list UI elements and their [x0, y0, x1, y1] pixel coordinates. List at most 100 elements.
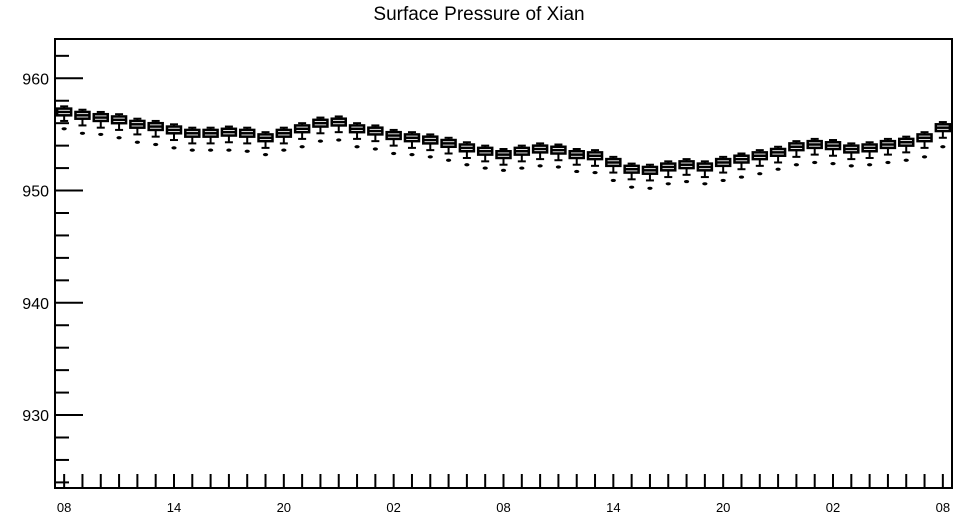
- box-outlier: [226, 148, 232, 152]
- box: [733, 152, 750, 179]
- plot-frame: [54, 38, 953, 489]
- y-tick-label: 950: [22, 184, 49, 201]
- box: [550, 143, 567, 169]
- chart-title: Surface Pressure of Xian: [373, 4, 585, 25]
- box-outlier: [885, 160, 891, 165]
- box: [165, 123, 183, 150]
- box: [714, 155, 732, 183]
- box: [513, 144, 531, 170]
- box: [275, 126, 293, 152]
- box-outlier: [262, 153, 269, 157]
- box-outlier: [793, 163, 799, 167]
- box-outlier: [317, 139, 324, 143]
- box: [934, 121, 952, 149]
- box: [74, 108, 91, 135]
- x-tick-label: 20: [277, 500, 291, 515]
- x-tick-label: 14: [167, 500, 181, 515]
- x-tick-label: 02: [826, 500, 840, 515]
- x-tick-label: 14: [606, 500, 620, 515]
- box: [751, 149, 769, 176]
- box: [824, 139, 842, 166]
- box-outlier: [592, 170, 598, 175]
- box-outlier: [299, 145, 305, 149]
- box: [495, 148, 512, 172]
- box-outlier: [116, 136, 122, 140]
- box-outlier: [738, 175, 745, 179]
- box: [476, 144, 494, 170]
- box-outlier: [61, 127, 67, 131]
- box: [843, 142, 860, 168]
- box-outlier: [610, 178, 616, 183]
- box: [568, 148, 585, 174]
- box: [769, 145, 787, 171]
- box: [110, 113, 128, 140]
- box: [879, 137, 897, 165]
- box-outlier: [281, 148, 287, 152]
- box-outlier: [336, 138, 342, 142]
- box: [861, 141, 878, 167]
- box: [257, 131, 274, 157]
- box-outlier: [189, 148, 195, 152]
- box-outlier: [500, 168, 507, 172]
- box: [129, 117, 146, 144]
- box: [806, 137, 823, 165]
- x-tick-label: 08: [936, 500, 950, 515]
- box-outlier: [665, 182, 671, 186]
- box-outlier: [720, 178, 726, 183]
- box: [312, 116, 329, 143]
- box: [367, 124, 384, 151]
- box-outlier: [903, 158, 909, 162]
- box: [605, 155, 622, 183]
- box-outlier: [702, 182, 708, 186]
- x-tick-label: 20: [716, 500, 730, 515]
- box: [403, 131, 421, 157]
- box: [623, 162, 640, 189]
- box: [458, 141, 476, 167]
- box-outlier: [427, 155, 433, 159]
- box: [422, 133, 439, 159]
- box-outlier: [830, 161, 836, 166]
- y-axis: 930 940 950 960: [22, 54, 83, 484]
- x-tick-label: 02: [386, 500, 400, 515]
- box-series: [55, 105, 952, 190]
- box-outlier: [629, 185, 635, 189]
- box: [55, 105, 73, 131]
- box-outlier: [409, 153, 415, 157]
- box: [641, 163, 659, 190]
- box: [202, 126, 219, 152]
- box-outlier: [537, 164, 543, 168]
- box: [531, 142, 549, 168]
- y-tick-label: 960: [22, 71, 49, 88]
- box-outlier: [555, 165, 562, 169]
- box-outlier: [867, 163, 873, 167]
- box-outlier: [848, 164, 854, 168]
- box-outlier: [647, 186, 653, 190]
- x-tick-label: 08: [57, 500, 71, 515]
- x-tick-label: 08: [496, 500, 510, 515]
- box: [385, 128, 402, 156]
- box-outlier: [445, 158, 452, 162]
- box-outlier: [244, 149, 250, 153]
- box-outlier: [134, 140, 140, 144]
- box-outlier: [775, 167, 781, 171]
- box-outlier: [940, 145, 946, 149]
- box: [788, 140, 805, 167]
- box: [440, 136, 457, 162]
- box-outlier: [574, 169, 580, 174]
- box-outlier: [464, 163, 470, 167]
- box: [916, 131, 933, 159]
- box: [897, 135, 915, 162]
- box-outlier: [98, 132, 104, 137]
- box-outlier: [812, 160, 818, 165]
- box-outlier: [519, 166, 525, 170]
- box-outlier: [921, 155, 928, 159]
- box-outlier: [171, 146, 177, 150]
- x-axis: 08 14 20 02 08 14 20 02 08: [57, 474, 950, 515]
- box-outlier: [683, 179, 690, 184]
- box: [220, 125, 238, 152]
- y-tick-label: 940: [22, 296, 49, 313]
- box: [348, 122, 366, 149]
- box: [238, 126, 256, 153]
- box: [92, 110, 110, 137]
